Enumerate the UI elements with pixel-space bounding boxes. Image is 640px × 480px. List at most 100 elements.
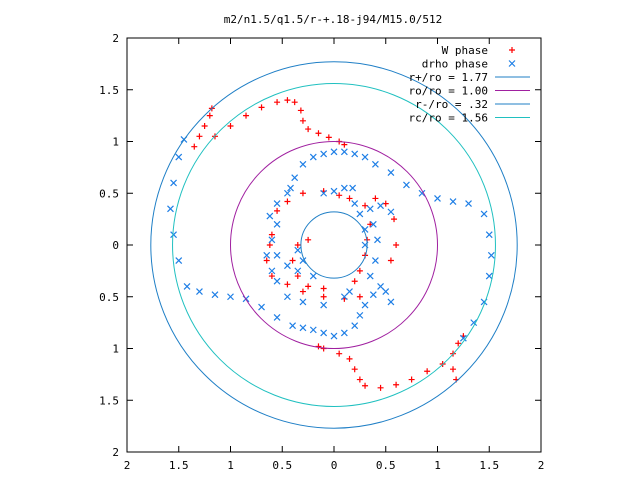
legend-swatch — [509, 47, 515, 53]
legend-label: r+/ro = 1.77 — [409, 71, 488, 84]
drho-phase-point — [284, 189, 291, 197]
w-phase-point — [336, 350, 343, 357]
drho-phase-point — [320, 329, 328, 337]
x-tick-label: 1.5 — [169, 459, 189, 472]
drho-phase-point — [387, 169, 395, 176]
drho-phase-point — [183, 282, 191, 290]
w-phase-point — [315, 343, 322, 350]
w-phase-point — [284, 198, 291, 205]
w-phase-point — [382, 200, 389, 207]
drho-phase-point — [346, 288, 353, 295]
drho-phase-point — [268, 267, 276, 275]
drho-phase-point — [167, 205, 174, 213]
w-phase-point — [356, 293, 363, 300]
drho-phase-point — [351, 322, 359, 330]
drho-phase-point — [289, 322, 297, 330]
legend-label: rc/ro = 1.56 — [409, 112, 488, 125]
drho-phase-point — [273, 314, 281, 321]
x-tick-label: 0.5 — [376, 459, 396, 472]
x-tick-label: 1 — [227, 459, 234, 472]
x-tick-label: 0 — [331, 459, 338, 472]
w-phase-point — [305, 236, 312, 243]
w-phase-point — [243, 112, 250, 119]
circle-r-1 — [230, 141, 438, 349]
w-phase-point — [227, 122, 234, 129]
w-phase-point — [320, 293, 327, 300]
drho-phase-point — [377, 202, 384, 210]
drho-phase-point — [287, 184, 294, 192]
w-phase-point — [289, 257, 296, 264]
axis-ticks: 2 1.5 1 0.5 0 0.5 1 1.5 221.510.500.511.52 — [99, 32, 544, 472]
w-phase-point — [372, 195, 379, 202]
drho-phase-point — [309, 153, 317, 161]
drho-phase-point — [366, 272, 374, 280]
w-phase-point — [391, 216, 398, 223]
w-phase-point — [356, 267, 363, 274]
drho-phase-point — [340, 293, 348, 301]
w-phase-point — [274, 207, 281, 214]
drho-phase-point — [273, 251, 281, 259]
drho-phase-point — [465, 200, 472, 208]
x-tick-label: 2 — [124, 459, 131, 472]
w-phase-point — [305, 126, 312, 133]
drho-phase-point — [374, 236, 381, 244]
y-tick-label: 1.5 — [99, 394, 119, 407]
w-phase-point — [351, 366, 358, 373]
drho-phase-point — [361, 153, 369, 161]
drho-phase-point — [309, 326, 317, 334]
y-tick-label: 2 — [112, 446, 119, 459]
drho-phase-point — [320, 189, 328, 197]
w-phase-point — [274, 99, 281, 106]
drho-phase-point — [227, 293, 234, 301]
drho-phase-point — [170, 231, 177, 239]
w-phase-point — [362, 202, 369, 209]
drho-phase-point — [369, 220, 377, 228]
drho-phase-point — [371, 160, 379, 168]
drho-phase-point — [330, 187, 338, 195]
drho-phase-point — [387, 208, 395, 216]
w-phase-point — [336, 192, 343, 199]
w-phase-point — [294, 242, 301, 248]
w-phase-point — [299, 117, 306, 124]
y-tick-label: 0 — [112, 239, 119, 252]
drho-phase-point — [351, 150, 359, 158]
w-phase-point — [258, 104, 265, 111]
drho-phase-point — [273, 277, 281, 285]
w-phase-point — [266, 242, 273, 248]
w-phase-point — [263, 257, 270, 264]
drho-phase-point — [418, 189, 426, 197]
w-phase-point — [393, 242, 400, 248]
w-phase-point — [315, 130, 322, 137]
w-phase-point — [299, 288, 306, 295]
x-tick-label: 2 — [538, 459, 545, 472]
y-tick-label: 2 — [112, 32, 119, 45]
drho-phase-point — [268, 236, 276, 244]
drho-phase-point — [196, 288, 203, 295]
drho-phase-point — [320, 150, 328, 158]
w-phase-point — [408, 376, 415, 383]
drho-phase-point — [299, 298, 307, 306]
w-phase-point — [201, 122, 208, 129]
drho-phase-point — [356, 210, 364, 218]
w-phase-point — [297, 107, 304, 114]
drho-phase-point — [371, 257, 379, 264]
drho-phase-point — [340, 148, 348, 156]
drho-phase-point — [263, 251, 271, 259]
w-phase-point — [299, 190, 306, 197]
w-phase-point — [356, 376, 363, 383]
w-phase-point — [387, 257, 394, 264]
w-phase-point — [351, 278, 358, 285]
drho-phase-point — [449, 198, 457, 205]
legend-label: drho phase — [422, 58, 488, 71]
drho-phase-point — [387, 298, 395, 306]
drho-phase-point — [480, 210, 488, 218]
drho-phase-point — [340, 184, 348, 192]
drho-phase-point — [459, 334, 467, 342]
drho-phase-point — [266, 212, 274, 220]
x-tick-label: 1 — [434, 459, 441, 472]
y-tick-label: 1.5 — [99, 84, 119, 97]
drho-phase-point — [291, 174, 299, 182]
legend-label: r-/ro = .32 — [415, 98, 488, 111]
legend-label: W phase — [442, 44, 488, 57]
